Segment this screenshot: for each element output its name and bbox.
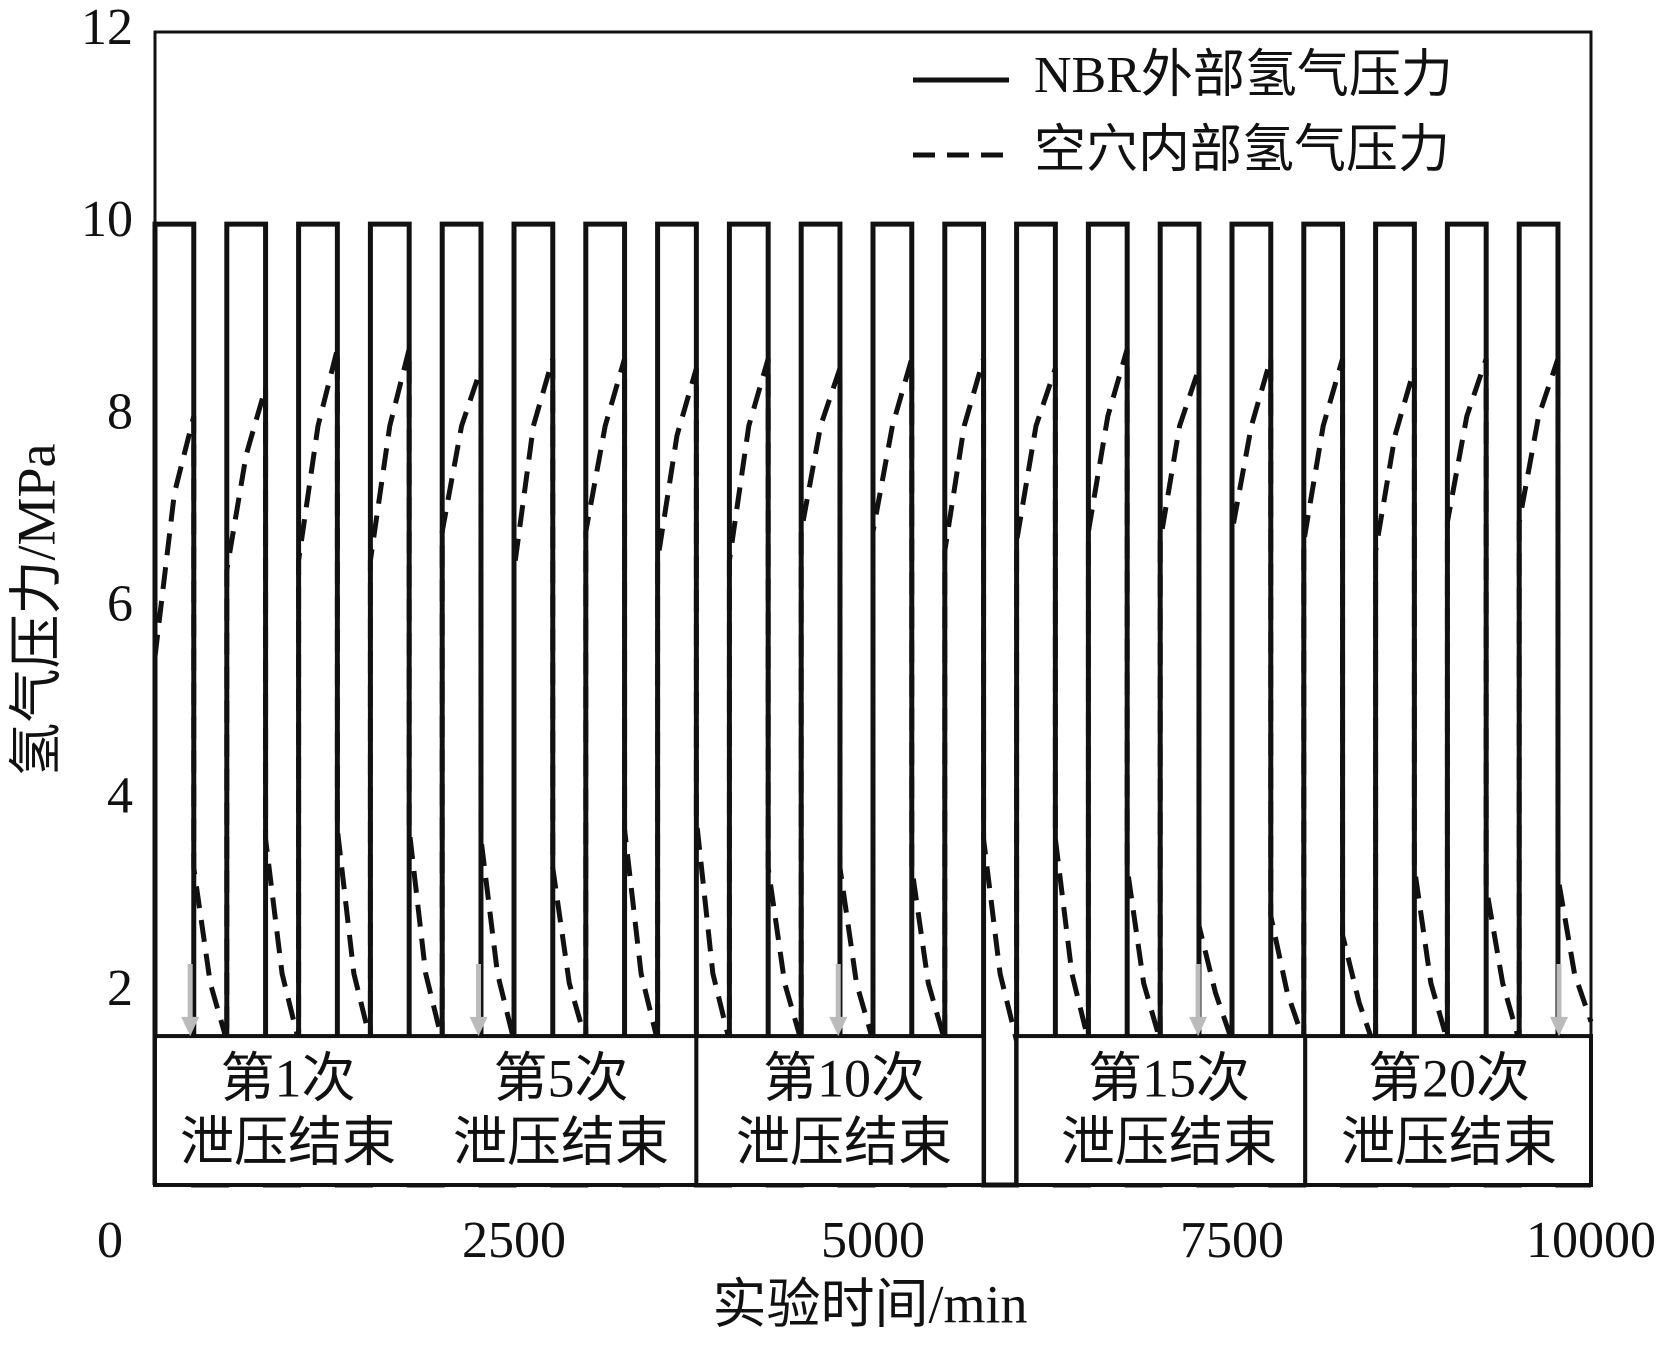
arrow-head [469,1016,488,1037]
plot-frame [153,30,1593,1187]
annotation: 泄压结束 [1341,1112,1557,1172]
annotation: 第15次 [1088,1048,1250,1108]
annotation: 泄压结束 [1061,1112,1277,1172]
arrow-head [829,1016,848,1037]
y-tick-label: 4 [107,768,133,825]
arrow-head [1189,1016,1208,1037]
x-tick-label: 0 [97,1212,123,1269]
series-line [152,348,1594,1052]
annotation: 第1次 [221,1048,356,1108]
annotation: 第5次 [494,1048,629,1108]
annotation: 泄压结束 [180,1112,396,1172]
x-tick-label: 5000 [821,1212,925,1269]
annotation: 第20次 [1368,1048,1530,1108]
y-axis-label: 氢气压力/MPa [6,443,66,776]
legend-label: 空穴内部氢气压力 [1034,122,1450,179]
annotation: 第10次 [763,1048,925,1108]
legend-label: NBR外部氢气压力 [1034,47,1453,104]
annotation-box [694,1034,986,1187]
x-tick-label: 7500 [1180,1212,1284,1269]
x-axis-label: 实验时间/min [712,1274,1027,1334]
x-tick-label: 10000 [1526,1212,1656,1269]
x-tick-label: 2500 [462,1212,566,1269]
y-tick-label: 8 [107,383,133,440]
y-tick-label: 10 [81,191,133,248]
annotation: 泄压结束 [453,1112,669,1172]
annotation: 泄压结束 [736,1112,952,1172]
annotation-box [1303,1034,1593,1187]
arrow-head [181,1016,200,1037]
y-tick-label: 6 [107,575,133,632]
arrow-head [1549,1016,1568,1037]
y-tick-label: 12 [81,0,133,56]
y-tick-label: 2 [107,960,133,1017]
